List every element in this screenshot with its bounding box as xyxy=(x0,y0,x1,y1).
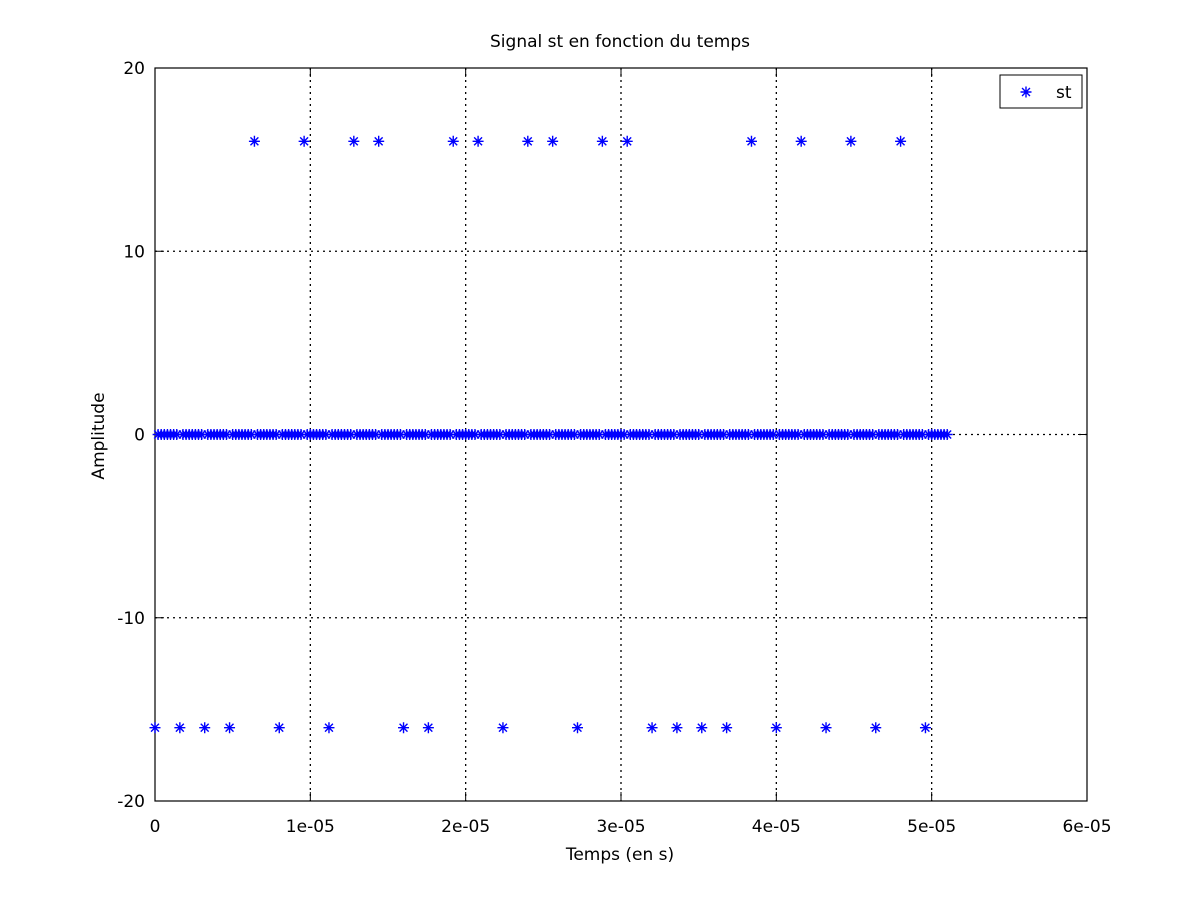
data-point xyxy=(370,429,382,440)
y-tick-label: 10 xyxy=(123,242,145,262)
data-point xyxy=(742,429,754,440)
legend-asterisk-icon xyxy=(1020,86,1032,98)
data-point xyxy=(817,429,829,440)
data-point xyxy=(621,135,633,147)
data-point xyxy=(745,135,757,147)
data-point xyxy=(444,429,456,440)
data-point xyxy=(298,135,310,147)
data-point xyxy=(544,429,556,440)
data-point xyxy=(196,429,208,440)
data-point xyxy=(820,722,832,734)
data-point xyxy=(668,429,680,440)
data-point xyxy=(646,722,658,734)
data-point xyxy=(224,722,236,734)
chart-title: Signal st en fonction du temps xyxy=(490,32,750,52)
data-point xyxy=(348,135,360,147)
data-point xyxy=(767,429,779,440)
data-point xyxy=(398,722,410,734)
data-point xyxy=(472,135,484,147)
data-point xyxy=(519,429,531,440)
x-tick-label: 6e-05 xyxy=(1062,817,1111,837)
y-axis-title: Amplitude xyxy=(89,392,109,479)
data-point xyxy=(770,722,782,734)
data-point xyxy=(618,429,630,440)
legend-box xyxy=(999,74,1083,109)
data-point xyxy=(795,135,807,147)
data-point xyxy=(199,722,211,734)
data-point xyxy=(373,135,385,147)
y-tick-label: -10 xyxy=(117,609,145,629)
data-point xyxy=(593,429,605,440)
data-point xyxy=(718,429,730,440)
x-axis-title: Temps (en s) xyxy=(565,845,674,865)
y-tick-label: -20 xyxy=(117,792,145,812)
data-point xyxy=(870,722,882,734)
data-point xyxy=(916,429,928,440)
data-point xyxy=(721,722,733,734)
data-point xyxy=(547,135,559,147)
x-tick-label: 3e-05 xyxy=(596,817,645,837)
data-point xyxy=(845,135,857,147)
data-point xyxy=(941,429,953,440)
data-point xyxy=(273,722,285,734)
data-point xyxy=(248,135,260,147)
data-point xyxy=(895,135,907,147)
data-point xyxy=(394,429,406,440)
data-point xyxy=(696,722,708,734)
data-point xyxy=(220,429,232,440)
data-point xyxy=(469,429,481,440)
data-point xyxy=(422,722,434,734)
data-point xyxy=(919,722,931,734)
data-point xyxy=(671,722,683,734)
data-point xyxy=(345,429,357,440)
data-point xyxy=(643,429,655,440)
data-point xyxy=(568,429,580,440)
legend-marker-st xyxy=(1020,86,1032,98)
x-tick-labels: 0 1e-05 2e-05 3e-05 4e-05 5e-05 6e-05 xyxy=(150,817,1112,837)
data-point xyxy=(891,429,903,440)
data-point xyxy=(171,429,183,440)
data-point xyxy=(867,429,879,440)
x-tick-label: 2e-05 xyxy=(441,817,490,837)
data-point xyxy=(792,429,804,440)
legend-label-st: st xyxy=(1056,83,1072,103)
data-point xyxy=(419,429,431,440)
x-tick-label: 0 xyxy=(150,817,161,837)
legend: st xyxy=(999,74,1083,109)
data-point xyxy=(295,429,307,440)
data-point xyxy=(245,429,257,440)
y-tick-label: 0 xyxy=(134,426,145,446)
series-points xyxy=(149,135,953,734)
x-tick-label: 1e-05 xyxy=(286,817,335,837)
data-point xyxy=(596,135,608,147)
data-point xyxy=(693,429,705,440)
data-point xyxy=(497,722,509,734)
data-point xyxy=(174,722,186,734)
x-tick-label: 5e-05 xyxy=(907,817,956,837)
y-tick-label: 20 xyxy=(123,59,145,79)
x-tick-label: 4e-05 xyxy=(752,817,801,837)
data-point xyxy=(447,135,459,147)
data-point xyxy=(572,722,584,734)
data-point xyxy=(494,429,506,440)
data-point xyxy=(522,135,534,147)
data-point xyxy=(842,429,854,440)
data-point xyxy=(149,722,161,734)
data-point xyxy=(320,429,332,440)
data-point xyxy=(270,429,282,440)
data-point xyxy=(323,722,335,734)
y-tick-labels: -20 -10 0 10 20 xyxy=(117,59,145,812)
